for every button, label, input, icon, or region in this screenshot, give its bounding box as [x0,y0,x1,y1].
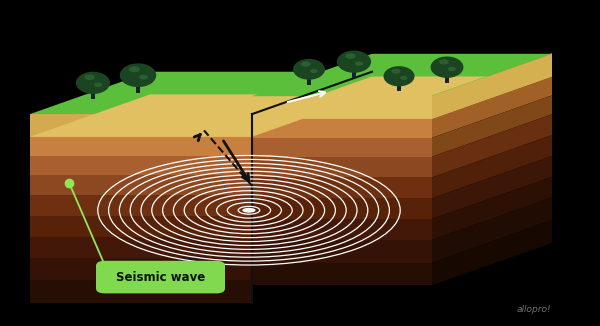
Polygon shape [432,96,552,157]
Polygon shape [30,95,372,137]
Ellipse shape [337,51,371,73]
Ellipse shape [293,59,325,80]
Polygon shape [252,262,432,285]
Ellipse shape [346,53,356,59]
Polygon shape [252,177,432,198]
Text: allopro!: allopro! [517,305,551,314]
Polygon shape [30,114,252,137]
Text: Seismic wave: Seismic wave [116,271,205,284]
Ellipse shape [431,56,463,78]
Polygon shape [432,156,552,219]
FancyBboxPatch shape [96,261,225,293]
Polygon shape [252,77,552,119]
Ellipse shape [120,63,156,87]
Ellipse shape [76,72,110,94]
Polygon shape [30,72,372,114]
Bar [397,81,401,91]
Ellipse shape [391,69,401,74]
Ellipse shape [439,59,449,65]
Polygon shape [432,220,552,285]
Polygon shape [252,157,432,177]
Polygon shape [30,175,252,195]
Polygon shape [432,114,552,177]
Bar [352,67,356,78]
Polygon shape [150,72,372,95]
Polygon shape [252,219,432,240]
Polygon shape [30,237,252,258]
Polygon shape [30,156,252,175]
Polygon shape [432,53,552,96]
Polygon shape [30,137,252,156]
Bar [445,73,449,83]
Polygon shape [432,77,552,138]
Polygon shape [252,119,432,138]
Ellipse shape [310,69,317,73]
Polygon shape [30,280,252,303]
Polygon shape [30,258,252,280]
Polygon shape [432,198,552,262]
Ellipse shape [139,75,148,80]
Polygon shape [432,177,552,240]
Polygon shape [252,138,432,157]
Ellipse shape [355,61,363,66]
Polygon shape [30,216,252,237]
Polygon shape [252,240,432,262]
Polygon shape [432,54,552,119]
Polygon shape [30,195,252,216]
Ellipse shape [301,62,311,67]
Bar [91,88,95,99]
Polygon shape [432,54,552,119]
Polygon shape [252,54,552,96]
Bar [307,74,311,85]
Ellipse shape [400,76,407,80]
Polygon shape [432,135,552,198]
Ellipse shape [242,208,256,213]
Ellipse shape [448,67,456,71]
Polygon shape [252,198,432,219]
Ellipse shape [85,74,95,80]
Bar [136,81,140,93]
Ellipse shape [129,66,140,72]
Ellipse shape [94,82,102,87]
Ellipse shape [383,66,415,86]
Polygon shape [252,96,432,119]
